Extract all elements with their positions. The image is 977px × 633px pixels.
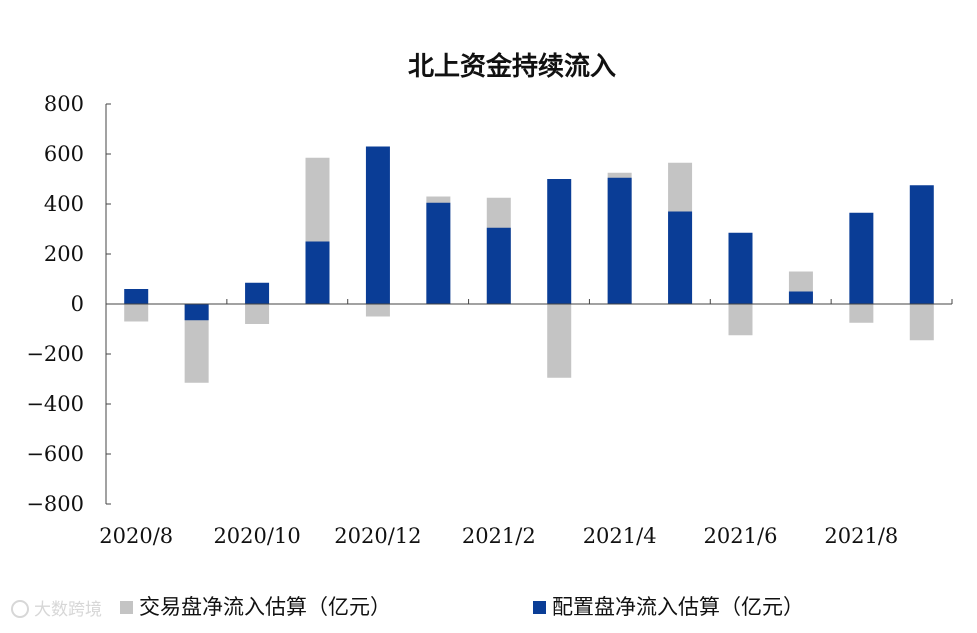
bar-trading-2020/12 [365, 304, 390, 317]
bar-allocation-2021/9 [909, 185, 934, 304]
bar-allocation-2021/7 [788, 291, 813, 304]
x-tick-label: 2021/8 [824, 524, 898, 548]
bar-allocation-2021/2 [486, 227, 511, 304]
bar-trading-2021/8 [849, 304, 874, 323]
bar-allocation-2020/8 [124, 289, 149, 304]
y-tick-label: 600 [44, 142, 84, 166]
bar-allocation-2021/3 [547, 179, 572, 304]
bar-allocation-2021/5 [668, 211, 693, 304]
bar-allocation-2021/8 [849, 212, 874, 304]
legend-label-trading: 交易盘净流入估算（亿元） [139, 595, 391, 619]
x-tick-label: 2021/4 [583, 524, 657, 548]
bar-allocation-2021/6 [728, 232, 753, 304]
bar-trading-2021/6 [728, 304, 753, 336]
x-tick-label: 2020/8 [99, 524, 173, 548]
y-tick-label: −800 [26, 492, 84, 516]
legend-label-allocation: 配置盘净流入估算（亿元） [552, 595, 804, 619]
y-axis: 800 600 400 200 0 −200 −400 −600 −800 [26, 92, 111, 516]
x-tick-label: 2020/10 [213, 524, 300, 548]
bar-trading-2020/10 [245, 304, 270, 324]
bar-trading-2021/3 [547, 304, 572, 378]
y-tick-label: −200 [26, 342, 84, 366]
legend-swatch-allocation [533, 601, 546, 614]
x-axis: 2020/8 2020/10 2020/12 2021/2 2021/4 2021/6 20… [99, 299, 953, 548]
x-tick-label: 2020/12 [334, 524, 421, 548]
bar-allocation-2020/10 [245, 282, 270, 304]
bar-allocation-2020/12 [365, 146, 390, 304]
watermark-text: 大数跨境 [34, 600, 102, 620]
y-tick-label: 0 [71, 292, 84, 316]
chart-title: 北上资金持续流入 [408, 51, 616, 82]
legend-swatch-trading [120, 601, 133, 614]
y-tick-label: −400 [26, 392, 84, 416]
bars [124, 146, 934, 383]
bar-allocation-2021/4 [607, 177, 632, 304]
bar-trading-2020/8 [124, 304, 149, 322]
legend: 交易盘净流入估算（亿元） 配置盘净流入估算（亿元） [120, 595, 804, 619]
y-tick-label: 200 [44, 242, 84, 266]
bar-allocation-2020/11 [305, 241, 330, 304]
bar-allocation-2020/9 [184, 304, 209, 321]
y-tick-label: 800 [44, 92, 84, 116]
watermark: 大数跨境 [11, 600, 102, 620]
bar-allocation-2021/1 [426, 202, 451, 304]
x-tick-label: 2021/2 [462, 524, 536, 548]
y-tick-label: 400 [44, 192, 84, 216]
bar-trading-2021/9 [909, 304, 934, 341]
watermark-logo-icon [11, 600, 29, 618]
x-tick-label: 2021/6 [704, 524, 778, 548]
y-tick-label: −600 [26, 442, 84, 466]
